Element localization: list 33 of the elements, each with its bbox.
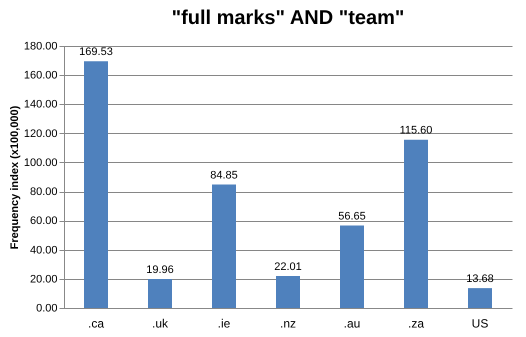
x-tick-label: .ca (88, 316, 104, 330)
x-tick-label: .za (408, 316, 424, 330)
x-tick-label: .au (344, 316, 360, 330)
bar (276, 276, 300, 308)
bar (212, 184, 236, 308)
y-tick-label: 0.00 (36, 302, 58, 314)
bar (468, 288, 492, 308)
y-tick-label: 160.00 (24, 70, 58, 82)
y-tick-label: 120.00 (24, 128, 58, 140)
data-label: 22.01 (274, 260, 302, 273)
y-axis-title: Frequency index (x100,000) (8, 105, 21, 250)
data-label: 84.85 (210, 169, 238, 182)
bar (404, 140, 428, 308)
x-tick-label: .ie (218, 316, 231, 330)
chart-title: "full marks" AND "team" (172, 7, 404, 29)
bar (340, 226, 364, 308)
y-tick-label: 20.00 (30, 273, 58, 286)
bar (84, 61, 108, 308)
y-tick-label: 140.00 (24, 98, 58, 111)
x-tick-label: US (472, 316, 488, 330)
y-tick-label: 60.00 (30, 215, 58, 228)
data-label: 115.60 (400, 124, 432, 137)
y-tick-label: 40.00 (30, 244, 58, 256)
data-label: 56.65 (338, 210, 366, 223)
y-tick-label: 80.00 (30, 186, 58, 198)
y-tick-label: 180.00 (24, 40, 58, 52)
x-tick-label: .nz (280, 316, 296, 330)
data-label: 169.53 (79, 46, 113, 58)
x-tick-label: .uk (152, 316, 169, 330)
y-tick-label: 100.00 (24, 156, 58, 169)
data-label: 13.68 (466, 273, 494, 286)
data-label: 19.96 (146, 264, 174, 276)
bar (148, 278, 172, 308)
